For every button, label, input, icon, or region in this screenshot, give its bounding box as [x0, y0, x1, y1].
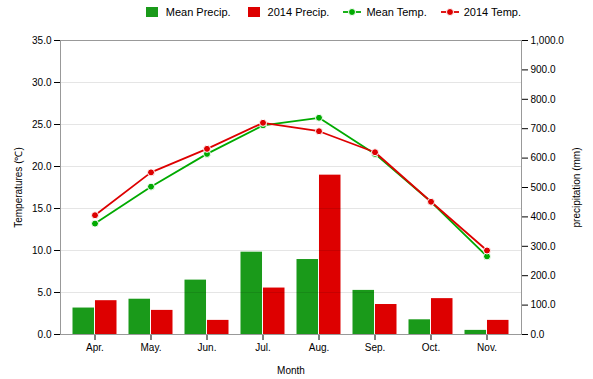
html-text:Mean Precip.: Mean Precip. [165, 6, 231, 18]
html-text:2014 Temp.: 2014 Temp. [463, 6, 521, 18]
svg-text:precipitation (mm): precipitation (mm) [571, 147, 582, 227]
svg-text:35.0: 35.0 [32, 35, 52, 46]
svg-text:Aug.: Aug. [309, 342, 330, 353]
svg-text:May.: May. [141, 342, 162, 353]
svg-text:20.0: 20.0 [32, 161, 52, 172]
svg-text:Month: Month [277, 365, 305, 376]
svg-text:700.0: 700.0 [531, 123, 556, 134]
svg-text:0.0: 0.0 [38, 329, 52, 340]
svg-text:25.0: 25.0 [32, 119, 52, 130]
svg-text:100.0: 100.0 [531, 299, 556, 310]
svg-text:Nov.: Nov. [477, 342, 497, 353]
svg-text:Oct.: Oct. [422, 342, 440, 353]
svg-text:Jun.: Jun. [198, 342, 217, 353]
svg-text:0.0: 0.0 [531, 329, 545, 340]
svg-text:5.0: 5.0 [38, 287, 52, 298]
svg-text:900.0: 900.0 [531, 64, 556, 75]
svg-text:15.0: 15.0 [32, 203, 52, 214]
svg-text:500.0: 500.0 [531, 182, 556, 193]
svg-text:Temperatures (℃): Temperatures (℃) [13, 147, 24, 228]
svg-text:Sep.: Sep. [365, 342, 386, 353]
html-text:Mean Temp.: Mean Temp. [366, 6, 427, 18]
svg-text:600.0: 600.0 [531, 152, 556, 163]
svg-text:30.0: 30.0 [32, 77, 52, 88]
svg-text:300.0: 300.0 [531, 241, 556, 252]
svg-text:10.0: 10.0 [32, 245, 52, 256]
svg-text:Jul.: Jul. [255, 342, 271, 353]
svg-text:800.0: 800.0 [531, 94, 556, 105]
svg-text:400.0: 400.0 [531, 211, 556, 222]
html-text:2014 Precip.: 2014 Precip. [267, 6, 330, 18]
svg-text:Apr.: Apr. [86, 342, 104, 353]
svg-text:200.0: 200.0 [531, 270, 556, 281]
svg-text:1,000.0: 1,000.0 [531, 35, 565, 46]
